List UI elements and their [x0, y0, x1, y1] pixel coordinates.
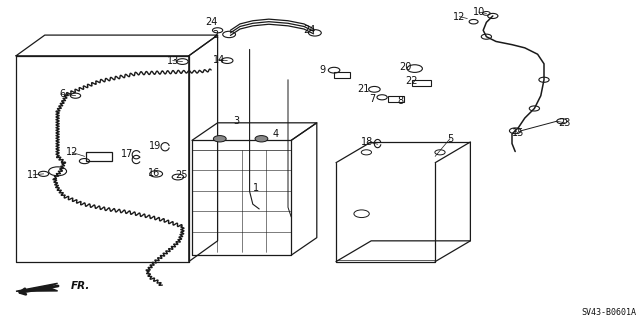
Text: 16: 16 [147, 168, 160, 178]
Polygon shape [16, 283, 58, 291]
Text: 5: 5 [447, 134, 453, 144]
Bar [388, 96, 404, 102]
Text: 2: 2 [212, 30, 219, 40]
Text: 11: 11 [27, 170, 40, 180]
Text: 24: 24 [205, 17, 218, 27]
Text: 4: 4 [272, 129, 278, 139]
Bar [86, 152, 112, 161]
Text: 7: 7 [369, 94, 376, 104]
Text: FR.: FR. [70, 281, 90, 292]
Circle shape [255, 136, 268, 142]
Text: 23: 23 [558, 118, 571, 128]
Text: 24: 24 [303, 25, 316, 35]
Text: SV43-B0601A: SV43-B0601A [582, 308, 637, 317]
Circle shape [213, 136, 226, 142]
Text: 25: 25 [175, 170, 188, 181]
Text: 3: 3 [234, 116, 240, 126]
Text: 17: 17 [120, 149, 133, 159]
Text: 13: 13 [166, 56, 179, 66]
Text: 14: 14 [212, 55, 225, 65]
Text: 9: 9 [319, 65, 326, 75]
Text: 21: 21 [357, 84, 370, 94]
Text: 6: 6 [60, 89, 66, 99]
Text: 12: 12 [66, 147, 79, 158]
Text: 8: 8 [397, 96, 403, 107]
Text: 1: 1 [253, 183, 259, 193]
Text: 22: 22 [405, 76, 418, 86]
Bar [412, 80, 431, 86]
Text: 18: 18 [361, 137, 374, 147]
Text: 12: 12 [453, 11, 466, 22]
Text: 20: 20 [399, 62, 412, 72]
Bar [335, 72, 351, 78]
Text: 15: 15 [512, 128, 525, 138]
Text: 19: 19 [149, 141, 162, 151]
Text: 10: 10 [472, 7, 485, 17]
